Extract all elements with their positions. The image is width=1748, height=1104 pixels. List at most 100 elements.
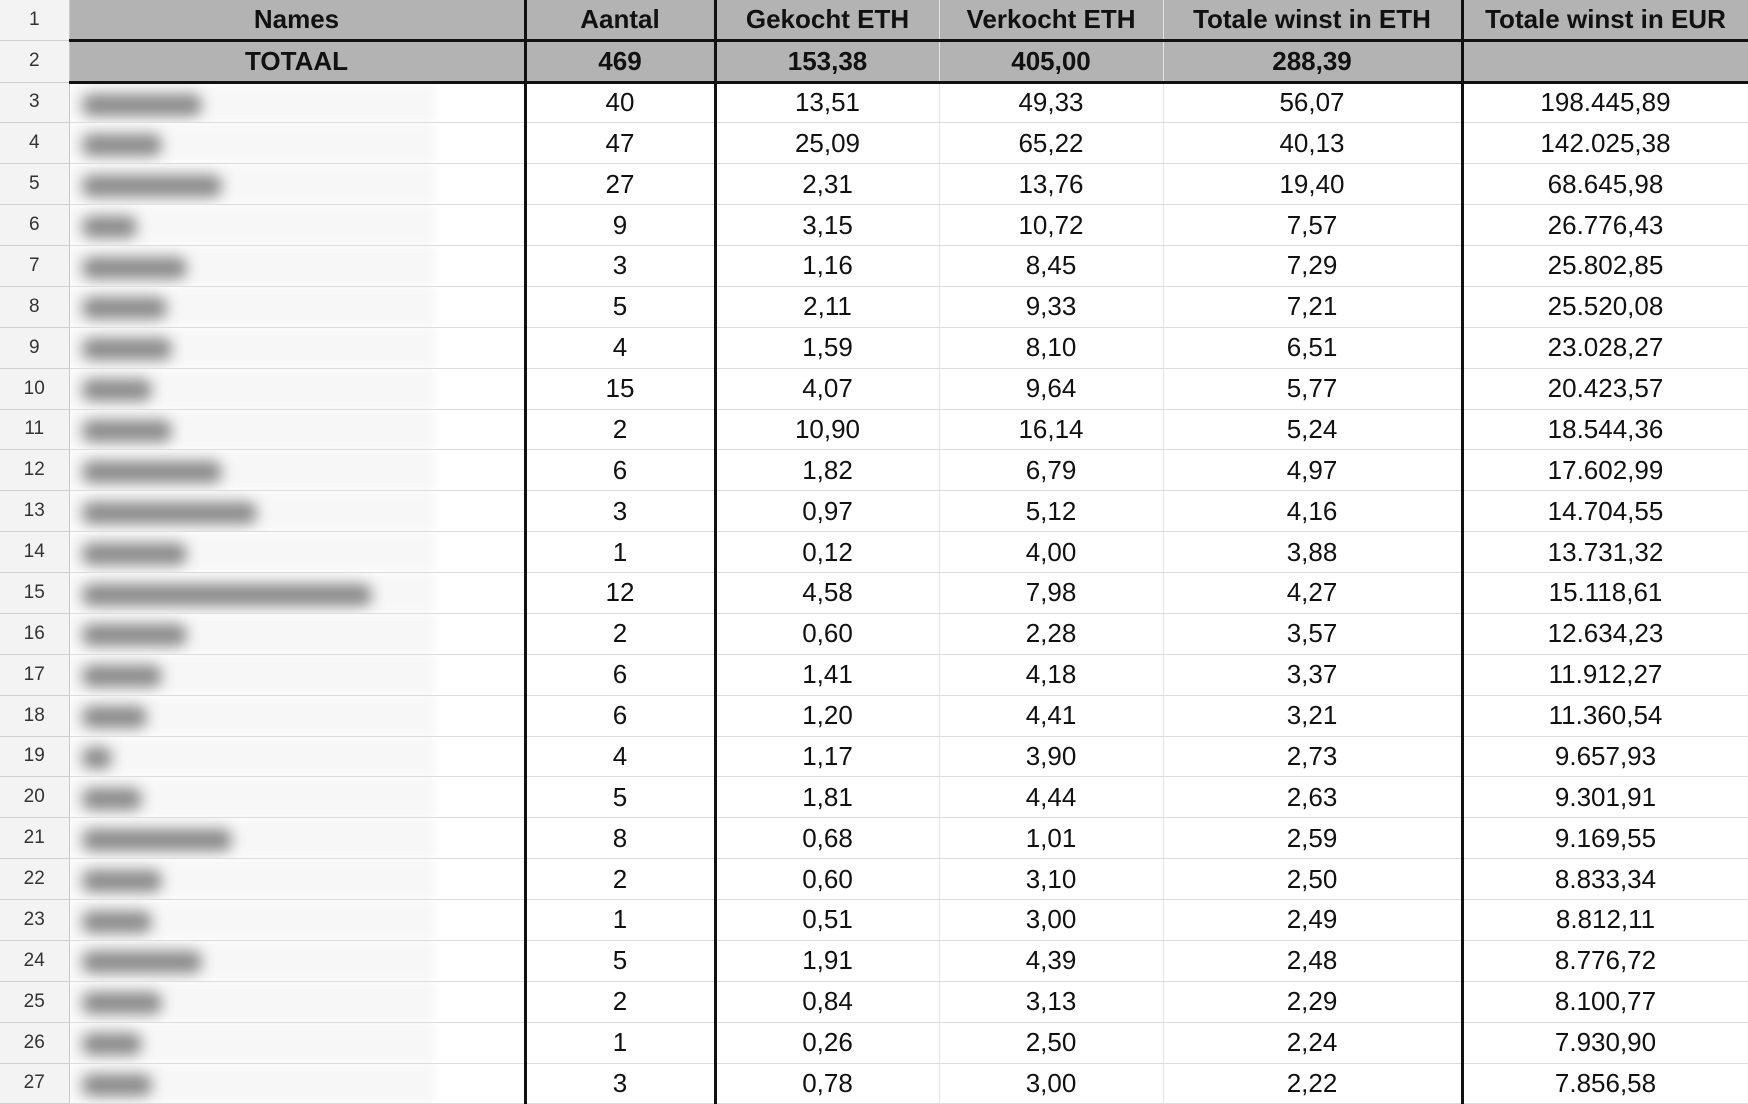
row-number[interactable]: 4: [0, 122, 70, 165]
value-cell[interactable]: 7,29: [1163, 245, 1464, 287]
value-cell[interactable]: 7.856,58: [1462, 1063, 1748, 1104]
header-cell[interactable]: Gekocht ETH: [715, 0, 940, 42]
value-cell[interactable]: 1,41: [715, 654, 940, 696]
value-cell[interactable]: 3,88: [1163, 531, 1464, 573]
value-cell[interactable]: 8.100,77: [1462, 981, 1748, 1023]
value-cell[interactable]: 13.731,32: [1462, 531, 1748, 573]
name-cell[interactable]: [69, 122, 527, 165]
value-cell[interactable]: 1,20: [715, 695, 940, 737]
value-cell[interactable]: 40,13: [1163, 122, 1464, 165]
value-cell[interactable]: 3: [525, 490, 717, 533]
name-cell[interactable]: [69, 204, 527, 246]
value-cell[interactable]: 47: [525, 122, 717, 165]
total-label[interactable]: TOTAAL: [69, 40, 527, 84]
name-cell[interactable]: [69, 82, 527, 124]
value-cell[interactable]: 2,29: [1163, 981, 1464, 1023]
value-cell[interactable]: 4,58: [715, 572, 940, 614]
value-cell[interactable]: 10,72: [939, 204, 1164, 246]
value-cell[interactable]: 3: [525, 245, 717, 287]
row-number[interactable]: 13: [0, 490, 70, 533]
row-number[interactable]: 14: [0, 531, 70, 573]
row-number[interactable]: 6: [0, 204, 70, 246]
value-cell[interactable]: 9,33: [939, 286, 1164, 328]
value-cell[interactable]: 4,27: [1163, 572, 1464, 614]
value-cell[interactable]: 4,39: [939, 940, 1164, 982]
value-cell[interactable]: 2,50: [939, 1022, 1164, 1064]
header-cell[interactable]: Totale winst in EUR: [1462, 0, 1748, 42]
value-cell[interactable]: 2: [525, 613, 717, 655]
name-cell[interactable]: [69, 163, 527, 206]
value-cell[interactable]: 68.645,98: [1462, 163, 1748, 206]
row-number[interactable]: 15: [0, 572, 70, 614]
name-cell[interactable]: [69, 858, 527, 900]
value-cell[interactable]: 5,77: [1163, 368, 1464, 410]
value-cell[interactable]: 2,73: [1163, 736, 1464, 778]
value-cell[interactable]: 7.930,90: [1462, 1022, 1748, 1064]
value-cell[interactable]: 0,60: [715, 858, 940, 900]
value-cell[interactable]: 14.704,55: [1462, 490, 1748, 533]
name-cell[interactable]: [69, 327, 527, 369]
value-cell[interactable]: 4: [525, 736, 717, 778]
name-cell[interactable]: [69, 368, 527, 410]
name-cell[interactable]: [69, 776, 527, 819]
row-number[interactable]: 3: [0, 82, 70, 124]
header-cell[interactable]: Verkocht ETH: [939, 0, 1164, 42]
name-cell[interactable]: [69, 940, 527, 982]
name-cell[interactable]: [69, 613, 527, 655]
row-number[interactable]: 25: [0, 981, 70, 1023]
value-cell[interactable]: 18.544,36: [1462, 409, 1748, 451]
value-cell[interactable]: 56,07: [1163, 82, 1464, 124]
row-number[interactable]: 16: [0, 613, 70, 655]
value-cell[interactable]: 5,12: [939, 490, 1164, 533]
value-cell[interactable]: 23.028,27: [1462, 327, 1748, 369]
value-cell[interactable]: 8,10: [939, 327, 1164, 369]
value-cell[interactable]: 4: [525, 327, 717, 369]
value-cell[interactable]: 4,16: [1163, 490, 1464, 533]
value-cell[interactable]: 3,37: [1163, 654, 1464, 696]
value-cell[interactable]: 1: [525, 899, 717, 941]
value-cell[interactable]: 15.118,61: [1462, 572, 1748, 614]
value-cell[interactable]: 3,00: [939, 1063, 1164, 1104]
header-cell[interactable]: Totale winst in ETH: [1163, 0, 1464, 42]
name-cell[interactable]: [69, 695, 527, 737]
row-number[interactable]: 8: [0, 286, 70, 328]
value-cell[interactable]: 16,14: [939, 409, 1164, 451]
total-cell[interactable]: 153,38: [715, 40, 940, 84]
row-number[interactable]: 9: [0, 327, 70, 369]
value-cell[interactable]: 3,00: [939, 899, 1164, 941]
value-cell[interactable]: 7,98: [939, 572, 1164, 614]
value-cell[interactable]: 2: [525, 858, 717, 900]
value-cell[interactable]: 198.445,89: [1462, 82, 1748, 124]
value-cell[interactable]: 1,16: [715, 245, 940, 287]
value-cell[interactable]: 2,48: [1163, 940, 1464, 982]
total-cell[interactable]: [1462, 40, 1748, 84]
value-cell[interactable]: 1,17: [715, 736, 940, 778]
total-cell[interactable]: 469: [525, 40, 717, 84]
value-cell[interactable]: 9.169,55: [1462, 817, 1748, 860]
row-number[interactable]: 17: [0, 654, 70, 696]
total-cell[interactable]: 405,00: [939, 40, 1164, 84]
value-cell[interactable]: 3,15: [715, 204, 940, 246]
value-cell[interactable]: 2,31: [715, 163, 940, 206]
name-cell[interactable]: [69, 490, 527, 533]
value-cell[interactable]: 8.812,11: [1462, 899, 1748, 941]
value-cell[interactable]: 1,01: [939, 817, 1164, 860]
value-cell[interactable]: 26.776,43: [1462, 204, 1748, 246]
row-number[interactable]: 5: [0, 163, 70, 206]
value-cell[interactable]: 1,81: [715, 776, 940, 819]
row-number[interactable]: 12: [0, 449, 70, 492]
value-cell[interactable]: 6,51: [1163, 327, 1464, 369]
value-cell[interactable]: 2: [525, 981, 717, 1023]
value-cell[interactable]: 1: [525, 531, 717, 573]
value-cell[interactable]: 1,91: [715, 940, 940, 982]
value-cell[interactable]: 0,51: [715, 899, 940, 941]
row-number[interactable]: 10: [0, 368, 70, 410]
value-cell[interactable]: 1: [525, 1022, 717, 1064]
value-cell[interactable]: 5: [525, 286, 717, 328]
value-cell[interactable]: 5: [525, 776, 717, 819]
value-cell[interactable]: 4,07: [715, 368, 940, 410]
name-cell[interactable]: [69, 531, 527, 573]
value-cell[interactable]: 1,59: [715, 327, 940, 369]
value-cell[interactable]: 5: [525, 940, 717, 982]
value-cell[interactable]: 8,45: [939, 245, 1164, 287]
